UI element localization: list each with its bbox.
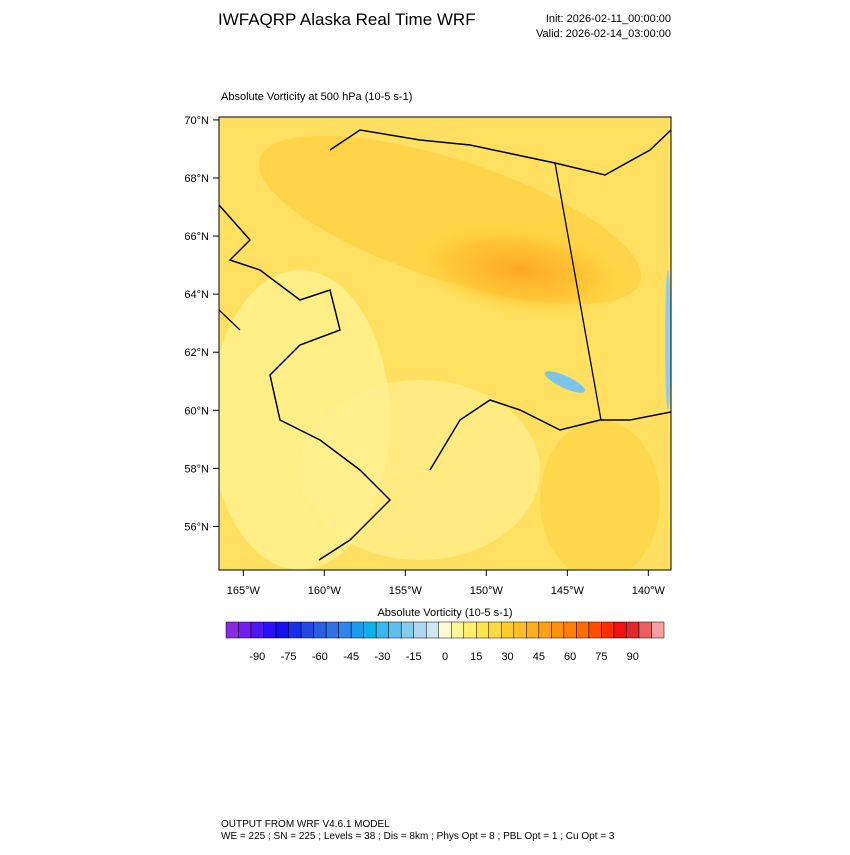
colorbar-label: -90 xyxy=(249,651,265,663)
y-tick-label: 64°N xyxy=(184,289,209,301)
colorbar-box xyxy=(488,621,502,639)
colorbar-box xyxy=(438,621,452,639)
y-tick-label: 70°N xyxy=(184,115,209,127)
colorbar-box xyxy=(638,621,652,639)
colorbar-box xyxy=(250,621,264,639)
x-tick-label: 165°W xyxy=(227,585,261,597)
colorbar-label: 30 xyxy=(501,651,513,663)
colorbar-box xyxy=(263,621,277,639)
colorbar-label: -75 xyxy=(281,651,297,663)
valid-time: Valid: 2026-02-14_03:00:00 xyxy=(536,28,671,40)
colorbar-box xyxy=(225,621,239,639)
colorbar-box xyxy=(451,621,465,639)
y-tick-label: 60°N xyxy=(184,405,209,417)
colorbar-box xyxy=(651,621,665,639)
x-tick-label: 160°W xyxy=(308,585,342,597)
title: IWFAQRP Alaska Real Time WRF xyxy=(218,10,476,29)
colorbar-box xyxy=(576,621,590,639)
colorbar-label: -45 xyxy=(343,651,359,663)
colorbar-box xyxy=(275,621,289,639)
colorbar-box xyxy=(288,621,302,639)
colorbar-box xyxy=(588,621,602,639)
colorbar-box xyxy=(338,621,352,639)
x-tick-label: 145°W xyxy=(551,585,585,597)
colorbar-box xyxy=(363,621,377,639)
colorbar-box xyxy=(538,621,552,639)
colorbar-label: 15 xyxy=(470,651,482,663)
map-subtitle: Absolute Vorticity at 500 hPa (10-5 s-1) xyxy=(221,91,412,103)
y-tick-label: 56°N xyxy=(184,521,209,533)
colorbar-box xyxy=(513,621,527,639)
colorbar-label: -30 xyxy=(374,651,390,663)
y-tick-label: 58°N xyxy=(184,463,209,475)
colorbar-box xyxy=(626,621,640,639)
x-tick-label: 140°W xyxy=(632,585,666,597)
init-time: Init: 2026-02-11_00:00:00 xyxy=(546,13,671,25)
footer-line: OUTPUT FROM WRF V4.6.1 MODEL xyxy=(221,819,390,830)
colorbar-box xyxy=(463,621,477,639)
colorbar-box xyxy=(313,621,327,639)
x-tick-label: 150°W xyxy=(470,585,504,597)
colorbar-box xyxy=(300,621,314,639)
colorbar-label: 0 xyxy=(442,651,448,663)
y-tick-label: 68°N xyxy=(184,173,209,185)
map-field xyxy=(219,117,671,570)
colorbar-box xyxy=(526,621,540,639)
colorbar-label: 45 xyxy=(533,651,545,663)
colorbar-box xyxy=(238,621,252,639)
colorbar-box xyxy=(413,621,427,639)
colorbar-box xyxy=(350,621,364,639)
colorbar-box xyxy=(551,621,565,639)
x-tick-label: 155°W xyxy=(389,585,423,597)
y-tick-label: 62°N xyxy=(184,347,209,359)
colorbar-box xyxy=(425,621,439,639)
footer-line: WE = 225 ; SN = 225 ; Levels = 38 ; Dis … xyxy=(221,831,615,842)
colorbar-label: -60 xyxy=(312,651,328,663)
colorbar-box xyxy=(563,621,577,639)
colorbar-label: -15 xyxy=(406,651,422,663)
colorbar-box xyxy=(375,621,389,639)
colorbar-box xyxy=(601,621,615,639)
colorbar-box xyxy=(501,621,515,639)
colorbar-box xyxy=(388,621,402,639)
colorbar-title: Absolute Vorticity (10-5 s-1) xyxy=(377,607,512,619)
colorbar-label: 60 xyxy=(564,651,576,663)
colorbar-box xyxy=(613,621,627,639)
colorbar-label: 90 xyxy=(627,651,639,663)
colorbar-box xyxy=(476,621,490,639)
colorbar-label: 75 xyxy=(595,651,607,663)
y-tick-label: 66°N xyxy=(184,231,209,243)
colorbar-box xyxy=(325,621,339,639)
colorbar-box xyxy=(400,621,414,639)
map-frame xyxy=(218,116,672,571)
